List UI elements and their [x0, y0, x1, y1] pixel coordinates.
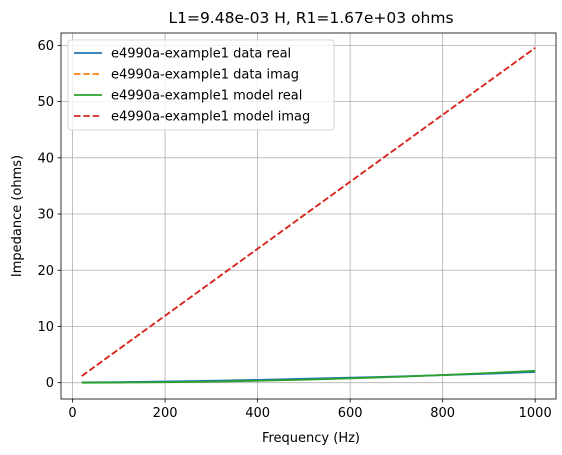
y-tick-label: 40 [37, 151, 54, 166]
x-tick-label: 1000 [519, 406, 552, 421]
x-tick-label: 400 [245, 406, 270, 421]
y-tick-label: 60 [37, 39, 54, 54]
y-tick-label: 50 [37, 95, 54, 110]
legend-label: e4990a-example1 data real [111, 47, 291, 62]
y-tick-label: 20 [37, 264, 54, 279]
series-line-3 [81, 369, 536, 384]
x-axis-label: Frequency (Hz) [262, 431, 360, 446]
x-tick-label: 800 [430, 406, 455, 421]
legend-box [67, 39, 335, 131]
y-axis-label: Impedance (ohms) [10, 155, 25, 277]
x-tick-label: 0 [68, 406, 76, 421]
x-tick-label: 600 [338, 406, 363, 421]
legend-label: e4990a-example1 model real [111, 89, 302, 104]
y-tick-label: 10 [37, 320, 54, 335]
chart-title: L1=9.48e-03 H, R1=1.67e+03 ohms [168, 9, 453, 27]
series-layer [81, 47, 536, 384]
legend: e4990a-example1 data real e4990a-example1… [67, 39, 335, 131]
series-line-4 [81, 47, 536, 377]
tick-layer: 0 200 400 600 800 1000 0 10 20 30 40 50 60 [37, 39, 551, 421]
plot-frame [60, 32, 557, 400]
legend-label: e4990a-example1 data imag [111, 68, 299, 83]
legend-label: e4990a-example1 model imag [111, 110, 310, 125]
y-tick-label: 30 [37, 208, 54, 223]
x-tick-label: 200 [153, 406, 178, 421]
y-tick-label: 0 [46, 376, 54, 391]
